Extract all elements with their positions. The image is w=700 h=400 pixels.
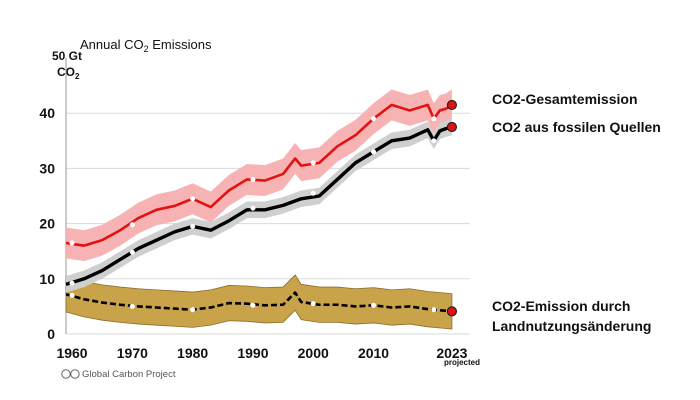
endpoint-total: [446, 99, 458, 111]
marker-total-2020: [431, 116, 437, 122]
line-total: [65, 103, 453, 247]
line-fossil: [65, 125, 453, 286]
marker-total-1990: [250, 176, 256, 182]
y-tick-label-0: 0: [47, 326, 55, 342]
marker-land-1960: [69, 292, 75, 298]
decade-markers: [69, 99, 458, 317]
marker-land-1990: [250, 302, 256, 308]
x-tick-label-1990: 1990: [237, 345, 268, 361]
marker-total-1980: [190, 196, 196, 202]
marker-land-1980: [190, 307, 196, 313]
marker-land-2010: [370, 302, 377, 308]
x-tick-label-1960: 1960: [56, 345, 87, 361]
y-tick-label-40: 40: [39, 105, 55, 121]
marker-total-1970: [129, 222, 135, 228]
series-lines: [65, 103, 453, 313]
marker-fossil-2000: [310, 190, 316, 196]
x-tick-label-2000: 2000: [298, 345, 329, 361]
cc-by-icon: [61, 369, 80, 379]
marker-total-1960: [69, 240, 75, 246]
marker-land-2020: [431, 307, 437, 313]
credit-text: Global Carbon Project: [82, 369, 176, 380]
band-land: [65, 274, 453, 330]
x-tick-label-2010: 2010: [358, 345, 389, 361]
marker-fossil-1990: [250, 205, 256, 211]
marker-fossil-2010: [370, 149, 377, 155]
x-tick-label-1970: 1970: [117, 345, 148, 361]
y-unit-label: 50 Gt: [52, 49, 82, 63]
marker-total-2010: [370, 116, 377, 122]
marker-fossil-1980: [190, 223, 196, 229]
marker-fossil-2020: [431, 138, 437, 144]
y-tick-label-30: 30: [39, 160, 55, 176]
marker-fossil-1970: [129, 249, 135, 255]
marker-land-2000: [310, 301, 316, 307]
y-tick-label-20: 20: [39, 216, 55, 232]
y-unit-label-co2: CO2: [57, 65, 80, 81]
marker-total-2000: [310, 160, 316, 166]
endpoint-land: [446, 306, 458, 317]
legend-total: CO2-Gesamtemission: [492, 91, 638, 107]
legend-land-line1: CO2-Emission durch: [492, 298, 631, 314]
axis-tick-labels: 0 10 20 30 40 1960 1970 1980 1990 2000 2010 2023: [39, 105, 467, 361]
endpoint-fossil: [446, 121, 458, 133]
line-land: [65, 291, 453, 313]
legend-land: CO2-Emission durch Landnutzungsänderung: [492, 296, 651, 336]
legend-fossil: CO2 aus fossilen Quellen: [492, 119, 661, 135]
x-tick-label-1980: 1980: [177, 345, 208, 361]
chart-title: Annual CO2 Emissions: [80, 37, 212, 54]
y-tick-label-10: 10: [39, 271, 55, 287]
legend-land-line2: Landnutzungsänderung: [492, 318, 652, 334]
marker-fossil-1960: [69, 280, 75, 286]
marker-land-1970: [129, 303, 135, 309]
x-tick-label-2023: 2023: [436, 345, 467, 361]
band-fossil: [66, 118, 452, 293]
projected-label: projected: [444, 358, 480, 367]
band-total: [66, 89, 452, 262]
